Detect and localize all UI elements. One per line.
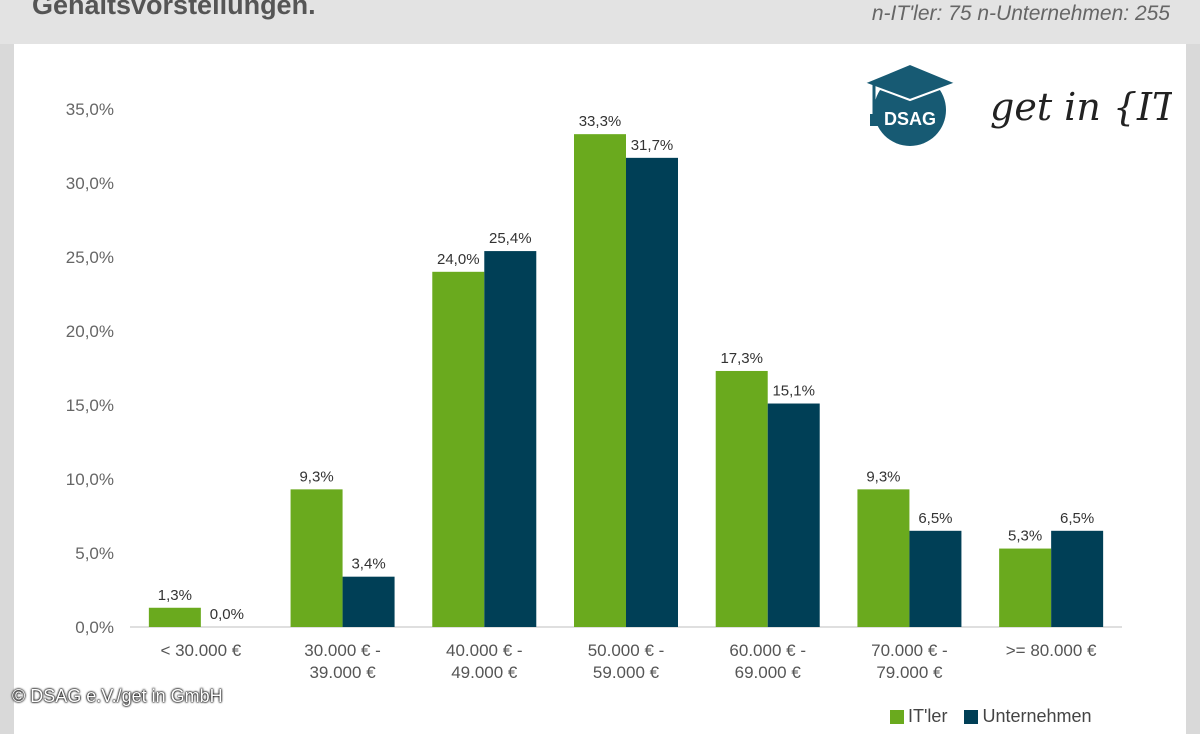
x-tick-label: 39.000 € [309, 663, 376, 682]
x-tick-label: 69.000 € [735, 663, 802, 682]
bar-it-ler [999, 548, 1052, 627]
y-tick-label: 0,0% [75, 618, 114, 637]
y-tick-label: 10,0% [66, 470, 114, 489]
x-tick-label: 70.000 € - [871, 641, 948, 660]
bar-chart: 0,0% 5,0% 10,0% 15,0% 20,0% 25,0% 30,0% 35,0% 1,… [66, 100, 1122, 682]
bar-it-ler [857, 489, 910, 627]
data-label: 31,7% [631, 137, 674, 154]
x-tick-label: 30.000 € - [304, 641, 381, 660]
data-label: 9,3% [299, 468, 333, 485]
bar-it-ler [290, 489, 343, 627]
chart-legend: IT'ler Unternehmen [890, 706, 1104, 726]
page-title: Gehaltsvorstellungen. [32, 0, 316, 20]
data-label: 25,4% [489, 230, 532, 247]
x-tick-label: 50.000 € - [588, 641, 665, 660]
bar-it-ler [715, 370, 768, 627]
x-tick-label: >= 80.000 € [1006, 641, 1097, 660]
bar-it-ler [148, 607, 201, 627]
bar-it-ler [432, 271, 485, 627]
data-label: 17,3% [720, 350, 763, 367]
x-tick-label: 49.000 € [451, 663, 518, 682]
data-label: 6,5% [918, 510, 952, 527]
data-label: 1,3% [158, 587, 192, 604]
bar-unternehmen [484, 251, 537, 627]
header-bar: Gehaltsvorstellungen. n-IT'ler: 75 n-Unt… [0, 0, 1200, 44]
y-tick-label: 30,0% [66, 174, 114, 193]
dsag-getinit-logo: DSAG get in {IT} [862, 62, 1172, 146]
legend-swatch-it-ler [890, 710, 904, 725]
bar-unternehmen [1051, 530, 1104, 627]
y-tick-label: 20,0% [66, 322, 114, 341]
x-tick-label: 59.000 € [593, 663, 660, 682]
data-label: 24,0% [437, 251, 480, 268]
y-tick-label: 35,0% [66, 100, 114, 119]
x-tick-label: 60.000 € - [729, 641, 806, 660]
y-tick-label: 25,0% [66, 248, 114, 267]
x-tick-label: < 30.000 € [160, 641, 241, 660]
x-tick-label: 40.000 € - [446, 641, 523, 660]
data-label: 33,3% [579, 113, 622, 130]
bar-it-ler [574, 134, 626, 627]
y-tick-label: 5,0% [75, 544, 114, 563]
legend-label-it-ler: IT'ler [908, 706, 948, 726]
sample-size-note: n-IT'ler: 75 n-Unternehmen: 255 [871, 2, 1170, 25]
data-label: 0,0% [210, 606, 244, 623]
data-label: 5,3% [1008, 528, 1042, 545]
bar-unternehmen [342, 576, 395, 627]
data-label: 15,1% [772, 383, 815, 400]
copyright-notice: © DSAG e.V./get in GmbH [12, 686, 223, 706]
chart-panel: 0,0% 5,0% 10,0% 15,0% 20,0% 25,0% 30,0% 35,0% 1,… [14, 44, 1186, 734]
legend-item-unternehmen: Unternehmen [964, 706, 1092, 726]
bar-unternehmen [767, 403, 820, 627]
data-label: 3,4% [351, 556, 385, 573]
data-label: 6,5% [1060, 510, 1094, 527]
data-label: 9,3% [866, 468, 900, 485]
legend-swatch-unternehmen [964, 710, 979, 725]
legend-item-it-ler: IT'ler [890, 706, 952, 726]
x-tick-label: 79.000 € [876, 663, 943, 682]
bar-unternehmen [626, 157, 678, 627]
y-tick-label: 15,0% [66, 396, 114, 415]
bar-unternehmen [909, 530, 962, 627]
dsag-logo-text: DSAG [884, 109, 936, 129]
graduation-cap-icon: DSAG [862, 62, 959, 146]
legend-label-unternehmen: Unternehmen [982, 706, 1092, 726]
getinit-logo-text: get in {IT} [990, 85, 1172, 129]
